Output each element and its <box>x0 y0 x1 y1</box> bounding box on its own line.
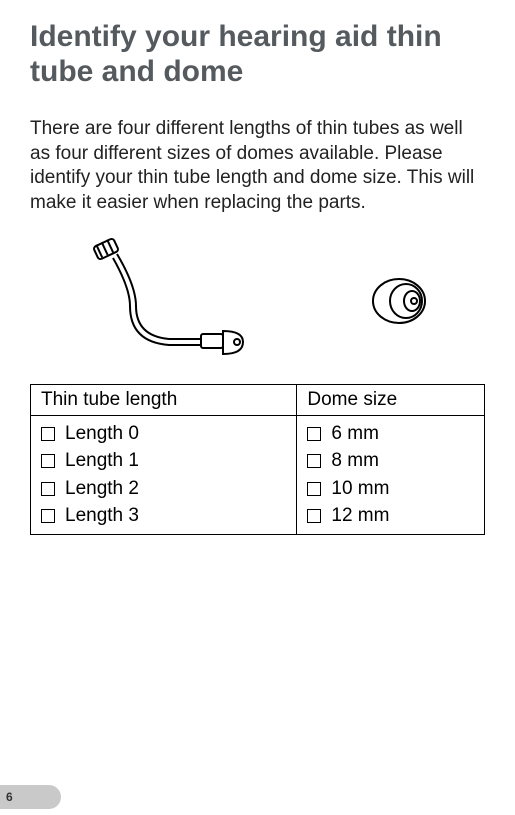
checkbox-icon <box>41 482 55 496</box>
checkbox-icon <box>307 427 321 441</box>
domes-cell: 6 mm 8 mm 10 mm 12 mm <box>297 415 485 534</box>
dome-illustration <box>364 271 434 331</box>
checkbox-icon <box>307 454 321 468</box>
dome-label: 12 mm <box>331 502 389 530</box>
page-heading: Identify your hearing aid thin tube and … <box>30 20 485 89</box>
checkbox-icon <box>307 509 321 523</box>
length-label: Length 1 <box>65 447 139 475</box>
checkbox-icon <box>41 454 55 468</box>
length-option: Length 0 <box>41 420 286 448</box>
thin-tube-illustration <box>81 236 261 366</box>
sizes-table: Thin tube length Dome size Length 0 Leng… <box>30 384 485 535</box>
dome-label: 8 mm <box>331 447 379 475</box>
dome-option: 12 mm <box>307 502 474 530</box>
length-label: Length 2 <box>65 475 139 503</box>
page-number: 6 <box>0 785 61 809</box>
illustration-row <box>30 236 485 366</box>
col-header-length: Thin tube length <box>31 384 297 415</box>
checkbox-icon <box>41 509 55 523</box>
dome-option: 8 mm <box>307 447 474 475</box>
length-label: Length 3 <box>65 502 139 530</box>
col-header-dome: Dome size <box>297 384 485 415</box>
length-label: Length 0 <box>65 420 139 448</box>
table-header-row: Thin tube length Dome size <box>31 384 485 415</box>
dome-option: 10 mm <box>307 475 474 503</box>
intro-paragraph: There are four different lengths of thin… <box>30 117 485 216</box>
dome-label: 6 mm <box>331 420 379 448</box>
lengths-cell: Length 0 Length 1 Length 2 Length 3 <box>31 415 297 534</box>
checkbox-icon <box>41 427 55 441</box>
dome-option: 6 mm <box>307 420 474 448</box>
dome-label: 10 mm <box>331 475 389 503</box>
length-option: Length 2 <box>41 475 286 503</box>
length-option: Length 1 <box>41 447 286 475</box>
length-option: Length 3 <box>41 502 286 530</box>
table-data-row: Length 0 Length 1 Length 2 Length 3 6 mm… <box>31 415 485 534</box>
checkbox-icon <box>307 482 321 496</box>
